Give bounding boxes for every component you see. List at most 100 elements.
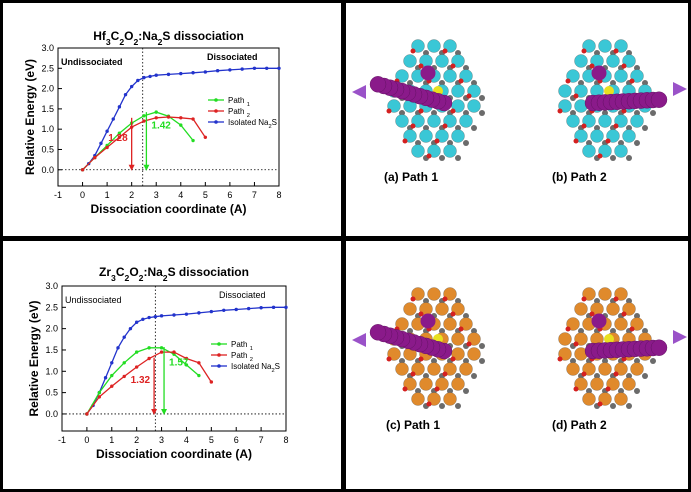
metal-atom bbox=[630, 362, 644, 376]
carbon-atom bbox=[626, 373, 632, 379]
data-point bbox=[111, 117, 115, 121]
structure-a-image bbox=[352, 39, 485, 161]
data-point bbox=[184, 363, 189, 367]
data-point bbox=[154, 116, 158, 120]
oxygen-atom bbox=[613, 371, 619, 377]
x-tick-label: 0 bbox=[80, 190, 85, 200]
oxygen-atom bbox=[613, 123, 619, 129]
oxygen-atom bbox=[573, 138, 579, 144]
carbon-atom bbox=[594, 373, 600, 379]
data-point bbox=[259, 306, 263, 310]
metal-atom bbox=[427, 114, 441, 128]
oxygen-atom bbox=[621, 356, 627, 362]
oxygen-atom bbox=[581, 48, 587, 54]
metal-atom bbox=[419, 377, 433, 391]
x-tick-label: 5 bbox=[209, 435, 214, 445]
metal-atom bbox=[566, 362, 580, 376]
carbon-atom bbox=[634, 388, 640, 394]
oxygen-atom bbox=[418, 108, 424, 114]
data-point bbox=[105, 129, 109, 133]
data-point bbox=[147, 346, 151, 350]
metal-atom bbox=[598, 114, 612, 128]
carbon-atom bbox=[479, 95, 485, 101]
data-point bbox=[134, 320, 139, 324]
data-point bbox=[203, 70, 208, 74]
x-tick-label: 4 bbox=[178, 190, 183, 200]
data-point bbox=[184, 356, 189, 361]
path-arrow bbox=[352, 333, 366, 347]
x-tick-label: 7 bbox=[252, 190, 257, 200]
carbon-atom bbox=[463, 140, 469, 146]
data-point bbox=[228, 68, 232, 72]
x-tick-label: 3 bbox=[154, 190, 159, 200]
y-tick-label: 2.5 bbox=[45, 302, 58, 312]
carbon-atom bbox=[594, 125, 600, 131]
metal-atom bbox=[395, 114, 409, 128]
metal-atom bbox=[467, 347, 481, 361]
oxygen-atom bbox=[418, 63, 424, 69]
legend-entry: Path 1 bbox=[231, 340, 253, 352]
oxygen-atom bbox=[629, 78, 635, 84]
barrier-label-path1: 1.42 bbox=[151, 120, 171, 131]
data-point bbox=[265, 66, 269, 70]
carbon-atom bbox=[439, 328, 445, 334]
carbon-atom bbox=[463, 388, 469, 394]
data-point bbox=[284, 305, 288, 310]
oxygen-atom bbox=[597, 401, 603, 407]
carbon-atom bbox=[479, 358, 485, 364]
data-point bbox=[159, 346, 164, 350]
data-point bbox=[122, 374, 126, 379]
path-arrow bbox=[673, 82, 687, 96]
oxygen-atom bbox=[450, 108, 456, 114]
oxygen-atom bbox=[410, 123, 416, 129]
data-point bbox=[153, 315, 158, 319]
oxygen-atom bbox=[386, 356, 392, 362]
oxygen-atom bbox=[581, 296, 587, 302]
data-point bbox=[277, 66, 281, 70]
metal-atom bbox=[411, 144, 425, 158]
y-tick-label: 1.5 bbox=[41, 104, 54, 114]
oxygen-atom bbox=[410, 296, 416, 302]
data-point bbox=[191, 138, 195, 143]
x-tick-label: 6 bbox=[234, 435, 239, 445]
data-point bbox=[136, 78, 140, 83]
y-axis-label: Relative Energy (eV) bbox=[23, 59, 37, 175]
carbon-atom bbox=[407, 80, 413, 86]
metal-atom bbox=[598, 287, 612, 301]
metal-atom bbox=[427, 362, 441, 376]
carbon-atom bbox=[578, 328, 584, 334]
zr-structure-panel: (c) Path 1 (d) Path 2 bbox=[346, 241, 688, 489]
data-point bbox=[179, 116, 183, 120]
na-trajectory-atom bbox=[650, 339, 668, 356]
metal-atom bbox=[566, 114, 580, 128]
data-point bbox=[166, 115, 171, 119]
data-point bbox=[142, 75, 146, 80]
data-point bbox=[252, 66, 257, 70]
metal-atom bbox=[606, 302, 620, 316]
oxygen-atom bbox=[458, 78, 464, 84]
oxygen-atom bbox=[589, 311, 595, 317]
oxygen-atom bbox=[621, 63, 627, 69]
metal-atom bbox=[435, 54, 449, 68]
carbon-atom bbox=[650, 110, 656, 116]
y-tick-label: 1.0 bbox=[45, 366, 58, 376]
oxygen-atom bbox=[458, 326, 464, 332]
metal-atom bbox=[590, 129, 604, 143]
data-point bbox=[209, 380, 214, 384]
oxygen-atom bbox=[597, 153, 603, 159]
oxygen-atom bbox=[442, 296, 448, 302]
label-b: (b) Path 2 bbox=[552, 170, 607, 184]
sulfur-atom bbox=[604, 334, 614, 344]
oxygen-atom bbox=[450, 311, 456, 317]
arrow-head bbox=[143, 164, 150, 171]
carbon-atom bbox=[423, 50, 429, 56]
carbon-atom bbox=[634, 358, 640, 364]
arrow-head bbox=[161, 408, 168, 415]
label-a: (a) Path 1 bbox=[384, 170, 439, 184]
x-tick-label: 3 bbox=[159, 435, 164, 445]
oxygen-atom bbox=[565, 78, 571, 84]
x-axis-label: Dissociation coordinate (A) bbox=[96, 447, 252, 461]
data-point bbox=[93, 155, 97, 160]
y-tick-label: 0.0 bbox=[41, 165, 54, 175]
data-point bbox=[191, 71, 195, 75]
